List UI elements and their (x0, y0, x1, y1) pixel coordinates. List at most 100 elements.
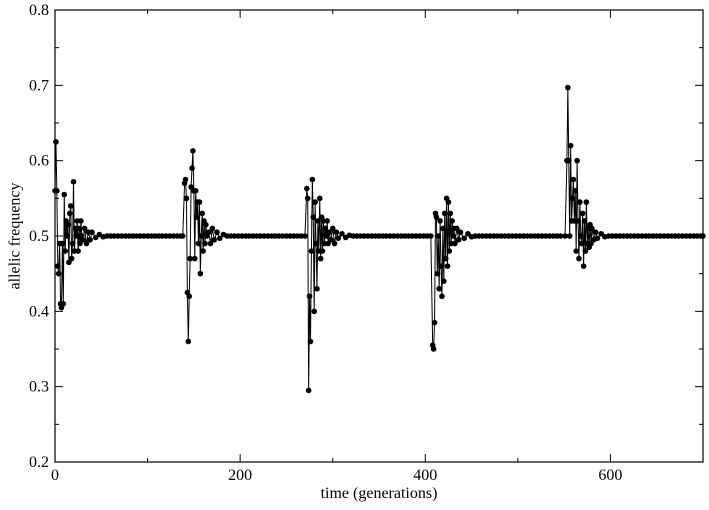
data-point (433, 214, 440, 220)
data-point (446, 248, 453, 254)
data-point (179, 233, 186, 239)
data-point (311, 308, 318, 315)
data-point (431, 319, 438, 326)
data-point (335, 235, 342, 242)
data-point (565, 84, 571, 91)
data-point (440, 225, 446, 232)
data-point (437, 218, 443, 224)
data-point (53, 139, 59, 145)
data-point (304, 195, 311, 202)
data-point (205, 229, 212, 236)
data-point (207, 240, 214, 247)
data-point (566, 233, 573, 239)
data-point (435, 233, 442, 239)
x-tick-label: 0 (51, 467, 59, 484)
data-point (87, 236, 93, 243)
data-point (67, 210, 73, 217)
data-point (312, 199, 318, 205)
data-point (461, 235, 467, 242)
data-point (54, 263, 61, 269)
data-point (436, 285, 442, 292)
data-point (199, 210, 205, 217)
data-point (186, 293, 193, 300)
data-point (579, 210, 586, 217)
data-point (324, 218, 330, 224)
data-point (329, 225, 336, 232)
data-point (580, 263, 587, 269)
y-tick-label: 0.3 (29, 379, 49, 396)
data-point (452, 240, 458, 247)
data-point (445, 199, 452, 205)
data-point (203, 221, 209, 228)
data-point (317, 255, 324, 262)
data-point (309, 176, 316, 183)
data-point (73, 233, 80, 239)
data-point (313, 240, 319, 247)
data-point (700, 233, 706, 239)
data-point (578, 240, 585, 247)
data-point (310, 214, 317, 220)
data-point (441, 278, 447, 285)
data-point (79, 236, 86, 243)
data-point (457, 229, 464, 236)
data-point (197, 270, 204, 277)
data-point (54, 188, 60, 194)
data-point (450, 233, 456, 239)
data-point (55, 270, 62, 277)
data-point (64, 233, 70, 239)
data-point (307, 338, 314, 345)
data-point (69, 240, 76, 247)
y-tick-label: 0.6 (29, 153, 49, 170)
data-point (305, 387, 312, 394)
data-point (322, 225, 329, 232)
data-point (442, 255, 449, 262)
data-point (81, 225, 88, 232)
data-point (430, 346, 437, 352)
data-point (83, 240, 90, 247)
data-point (573, 248, 579, 254)
data-point (339, 230, 345, 237)
data-point (92, 234, 99, 241)
data-point (567, 142, 574, 149)
data-point (78, 218, 84, 224)
data-point (60, 301, 67, 307)
data-point (441, 210, 448, 217)
data-point (211, 236, 218, 243)
data-point (196, 199, 203, 205)
data-point (61, 191, 68, 198)
data-point (59, 240, 66, 247)
data-point (581, 218, 588, 224)
data-point (316, 195, 323, 202)
data-point (565, 157, 572, 164)
data-point (306, 293, 313, 300)
data-point (183, 195, 190, 202)
y-tick-label: 0.2 (29, 454, 49, 471)
data-point (319, 248, 326, 254)
data-point (65, 221, 71, 228)
data-point (439, 293, 445, 300)
data-point (182, 176, 189, 183)
data-point (453, 225, 460, 232)
data-point (191, 255, 198, 262)
data-point (594, 235, 601, 242)
data-point (570, 176, 577, 183)
data-point (577, 199, 583, 205)
data-point (598, 230, 604, 237)
y-tick-label: 0.4 (29, 303, 49, 320)
x-tick-label: 400 (413, 467, 437, 484)
data-point (562, 233, 568, 239)
data-point (444, 263, 451, 269)
data-point (200, 248, 206, 254)
data-point (62, 248, 68, 254)
data-point (202, 240, 208, 247)
data-point (195, 240, 202, 247)
data-point (89, 229, 95, 236)
x-tick-label: 600 (598, 467, 622, 484)
data-point (574, 157, 580, 164)
y-tick-label: 0.5 (29, 228, 49, 245)
data-point (333, 229, 340, 236)
data-point (190, 148, 196, 154)
data-point (209, 225, 216, 232)
data-point (438, 263, 444, 269)
